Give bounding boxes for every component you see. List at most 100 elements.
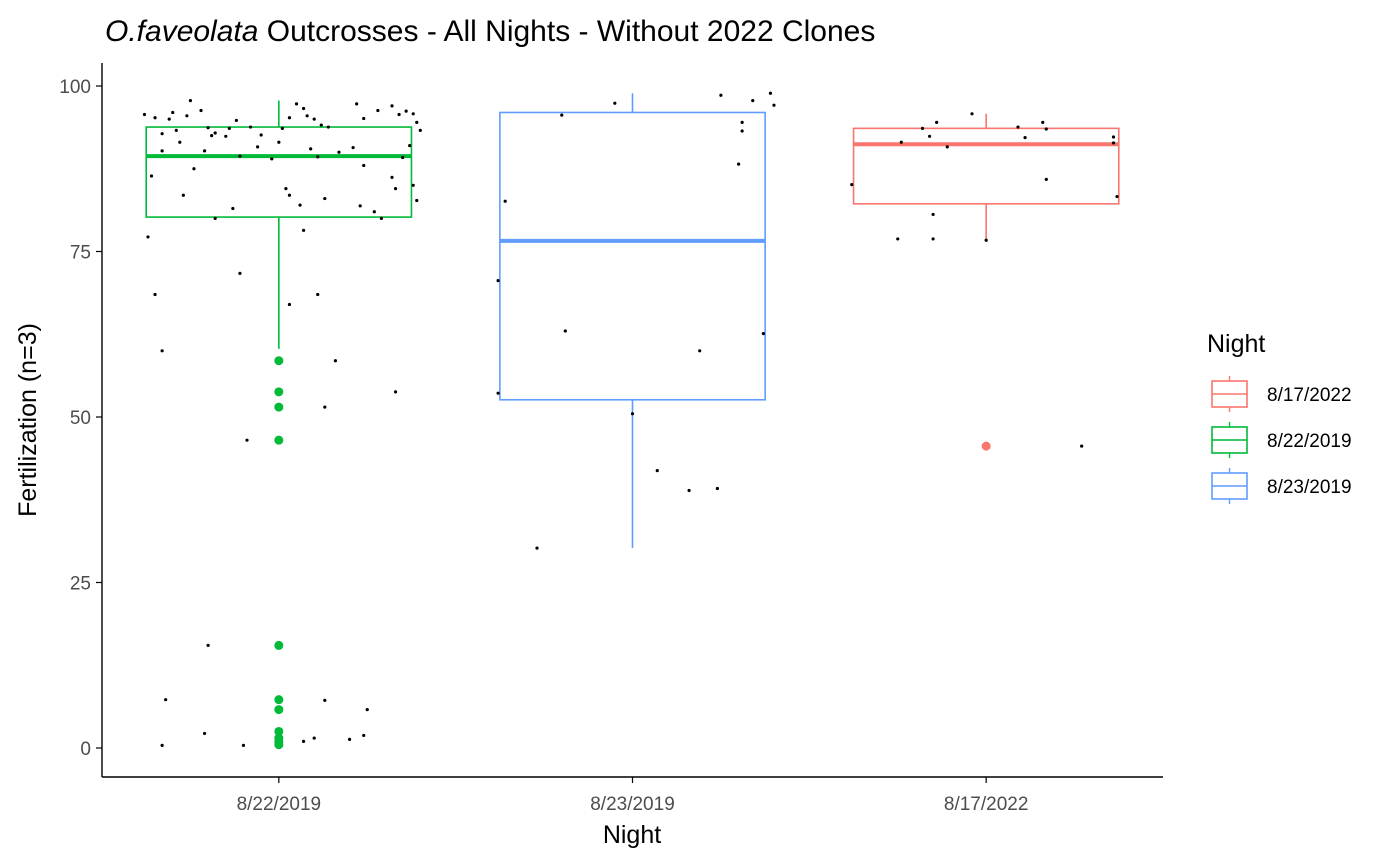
jitter-point bbox=[284, 187, 288, 191]
jitter-point bbox=[737, 162, 741, 166]
jitter-point bbox=[362, 733, 366, 738]
jitter-point bbox=[234, 118, 238, 123]
outlier-point bbox=[274, 356, 284, 366]
jitter-point bbox=[153, 116, 157, 120]
jitter-point bbox=[1111, 135, 1116, 139]
jitter-point bbox=[1044, 177, 1048, 181]
jitter-point bbox=[418, 128, 422, 132]
y-tick-label: 25 bbox=[70, 574, 91, 595]
jitter-point bbox=[167, 117, 171, 121]
jitter-point bbox=[323, 405, 327, 409]
jitter-point bbox=[390, 175, 394, 179]
jitter-point bbox=[316, 155, 320, 159]
jitter-point bbox=[411, 183, 415, 187]
jitter-point bbox=[256, 145, 260, 149]
legend-item: 8/22/2019 bbox=[1211, 422, 1352, 458]
legend-item: 8/17/2022 bbox=[1211, 376, 1352, 412]
jitter-point bbox=[850, 183, 854, 187]
box bbox=[499, 111, 766, 401]
jitter-point bbox=[740, 120, 744, 125]
jitter-point bbox=[931, 237, 935, 241]
legend-item: 8/23/2019 bbox=[1211, 468, 1352, 504]
jitter-point bbox=[312, 736, 316, 740]
jitter-point bbox=[630, 412, 635, 416]
jitter-point bbox=[280, 126, 284, 130]
jitter-point bbox=[655, 469, 659, 473]
jitter-point bbox=[153, 292, 157, 297]
jitter-point bbox=[206, 126, 210, 130]
y-axis-ticks: 0 25 50 75 100 bbox=[59, 77, 102, 760]
jitter-point bbox=[761, 331, 765, 336]
jitter-point bbox=[224, 134, 228, 138]
jitter-point bbox=[301, 228, 306, 232]
jitter-point bbox=[920, 126, 925, 130]
jitter-point bbox=[259, 133, 263, 137]
jitter-point bbox=[362, 116, 366, 121]
jitter-point bbox=[202, 731, 207, 736]
jitter-point bbox=[210, 134, 214, 138]
jitter-point bbox=[1080, 444, 1084, 448]
jitter-point bbox=[358, 204, 362, 208]
outlier-point bbox=[274, 387, 284, 397]
jitter-point bbox=[563, 329, 567, 333]
jitter-point bbox=[397, 112, 401, 117]
jitter-point bbox=[1016, 125, 1020, 129]
jitter-point bbox=[496, 391, 500, 395]
jitter-point bbox=[355, 102, 359, 106]
jitter-point bbox=[899, 140, 903, 144]
x-axis-ticks: 8/22/2019 8/23/2019 8/17/2022 bbox=[237, 777, 1028, 815]
jitter-point bbox=[347, 737, 352, 741]
jitter-point bbox=[213, 131, 217, 135]
jitter-point bbox=[613, 101, 617, 105]
x-tick-label: 8/22/2019 bbox=[237, 794, 322, 815]
jitter-point bbox=[376, 108, 380, 113]
jitter-point bbox=[393, 187, 398, 191]
jitter-point bbox=[160, 132, 164, 136]
jitter-point bbox=[927, 134, 932, 138]
plot-area bbox=[142, 91, 1120, 750]
jitter-point bbox=[238, 154, 242, 158]
jitter-point bbox=[362, 163, 366, 168]
outlier-point bbox=[274, 402, 284, 412]
jitter-point bbox=[1115, 194, 1119, 199]
jitter-point bbox=[935, 120, 939, 125]
jitter-point bbox=[192, 167, 196, 171]
jitter-point bbox=[287, 302, 292, 307]
jitter-point bbox=[390, 104, 394, 108]
jitter-point bbox=[1044, 127, 1048, 131]
jitter-point bbox=[751, 98, 755, 103]
jitter-point bbox=[698, 349, 702, 353]
jitter-point bbox=[149, 174, 154, 178]
jitter-point bbox=[415, 198, 419, 203]
jitter-point bbox=[312, 117, 316, 121]
legend-label: 8/23/2019 bbox=[1267, 477, 1352, 498]
jitter-point bbox=[365, 708, 369, 712]
jitter-point bbox=[305, 114, 309, 118]
jitter-point bbox=[408, 143, 412, 148]
jitter-point bbox=[206, 643, 210, 647]
jitter-point bbox=[401, 155, 405, 160]
box bbox=[852, 127, 1120, 205]
jitter-point bbox=[323, 196, 327, 201]
outlier-point bbox=[274, 705, 284, 715]
jitter-point bbox=[160, 149, 164, 153]
jitter-point bbox=[1023, 136, 1027, 140]
jitter-point bbox=[181, 193, 185, 197]
jitter-point bbox=[301, 106, 306, 111]
jitter-point bbox=[337, 150, 341, 154]
jitter-point bbox=[404, 109, 408, 113]
jitter-point bbox=[715, 486, 719, 491]
jitter-point bbox=[213, 216, 217, 220]
outlier-point bbox=[274, 740, 284, 750]
jitter-point bbox=[1041, 120, 1045, 125]
jitter-point bbox=[199, 108, 203, 113]
jitter-point bbox=[319, 123, 323, 127]
y-tick-label: 0 bbox=[80, 739, 91, 760]
chart-title-italic: O.faveolata bbox=[105, 15, 258, 48]
outlier-point bbox=[981, 441, 991, 451]
jitter-point bbox=[970, 112, 974, 116]
jitter-point bbox=[1111, 141, 1116, 145]
jitter-point bbox=[740, 129, 744, 133]
outlier-point bbox=[274, 435, 284, 445]
legend-label: 8/22/2019 bbox=[1267, 431, 1352, 452]
